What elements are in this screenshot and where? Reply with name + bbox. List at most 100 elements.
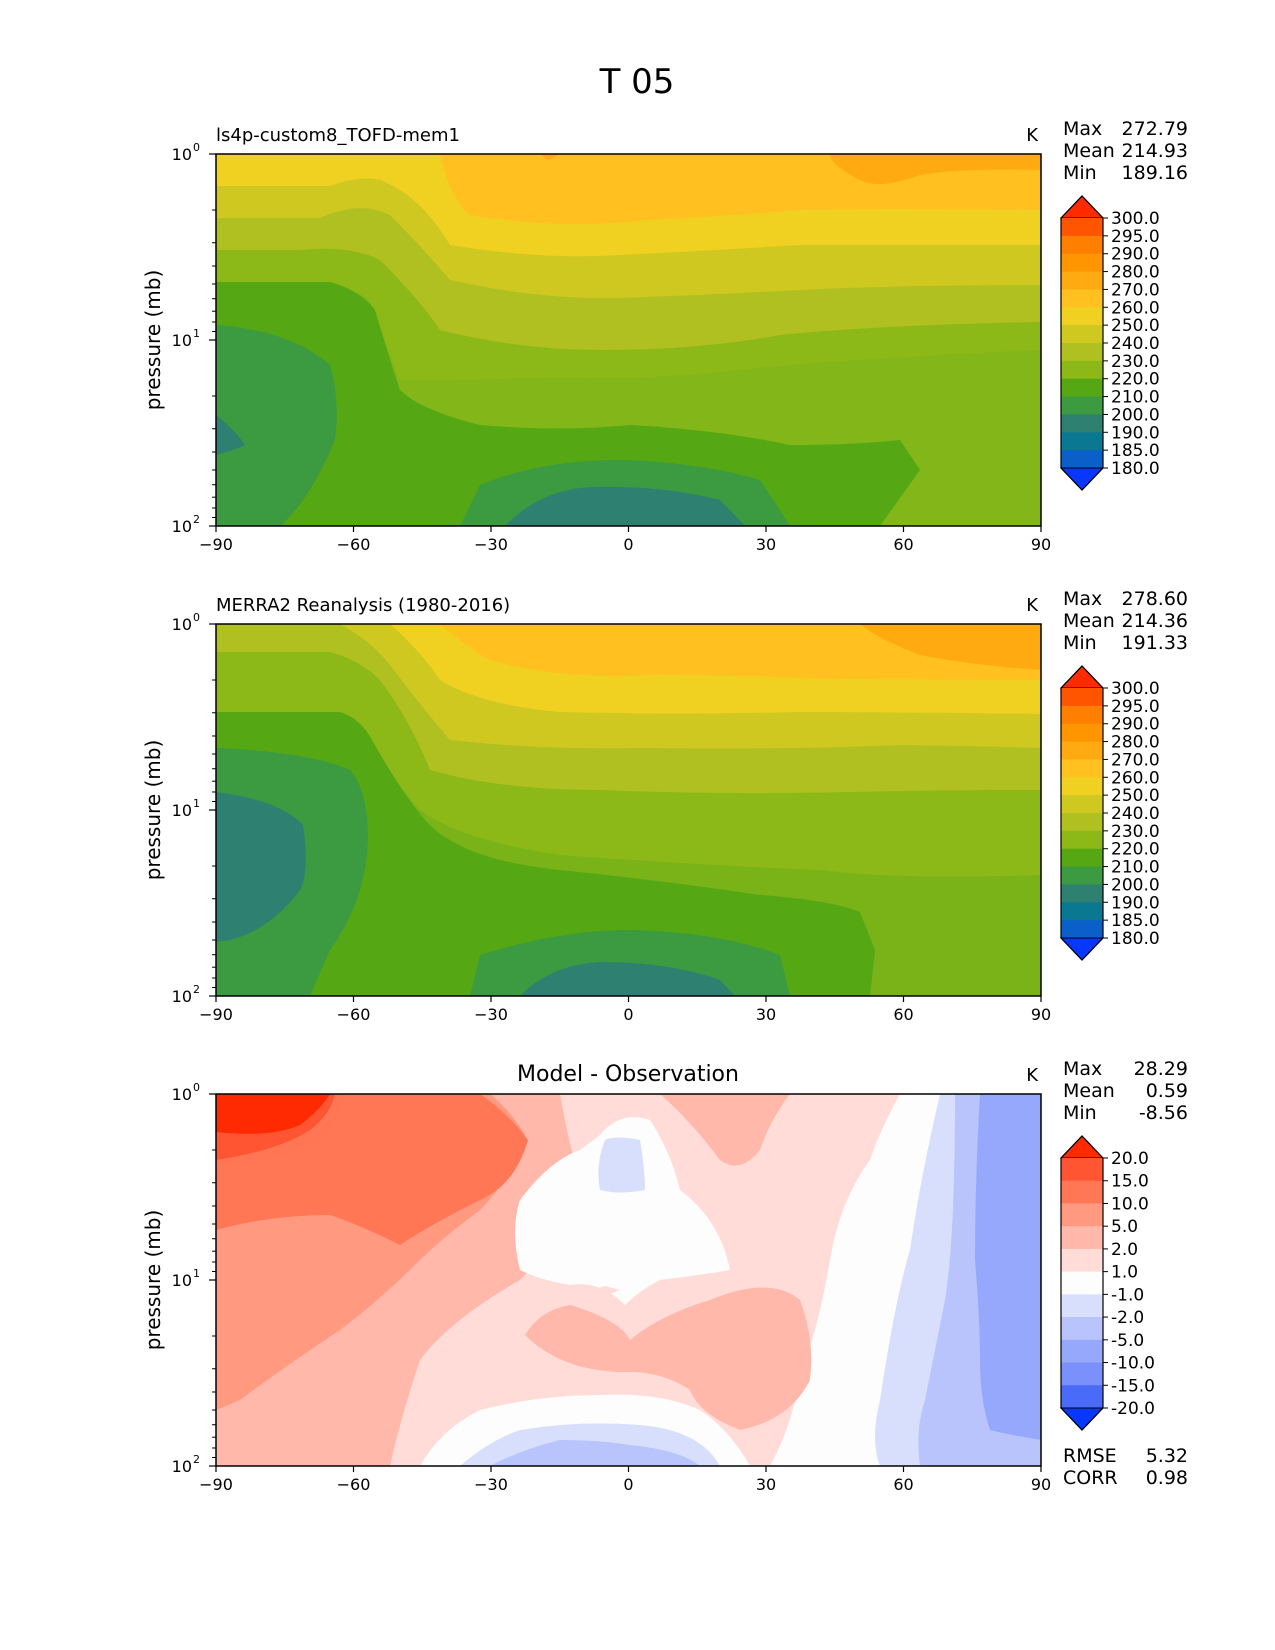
stat-label-mean: Mean: [1063, 140, 1115, 162]
colorbar-tick-label: 270.0: [1111, 750, 1160, 770]
colorbar-tick-label: 15.0: [1111, 1172, 1149, 1192]
colorbar-segment: [1061, 741, 1103, 760]
rmse-value: 5.32: [1146, 1445, 1188, 1467]
colorbar-segment: [1061, 688, 1103, 707]
y-axis-label: pressure (mb): [141, 740, 165, 881]
colorbar-segment: [1061, 343, 1103, 362]
panel-observation: MERRA2 Reanalysis (1980-2016) K pressure…: [141, 588, 1188, 1024]
colorbar-segment: [1061, 307, 1103, 326]
colorbar-tick-label: 190.0: [1111, 423, 1160, 443]
colorbar-tick-label: 1.0: [1111, 1263, 1138, 1283]
x-tick-label: −60: [337, 535, 371, 554]
colorbar-tick-label: -5.0: [1111, 1331, 1144, 1351]
colorbar-tick-label: 220.0: [1111, 370, 1160, 390]
x-tick-label: 60: [893, 1005, 913, 1024]
x-tick-label: 90: [1031, 535, 1051, 554]
colorbar-tick-label: 280.0: [1111, 733, 1160, 753]
stat-value-mean: 214.36: [1122, 610, 1188, 632]
colorbar-tick-label: 200.0: [1111, 875, 1160, 895]
stat-value-min: 189.16: [1122, 162, 1188, 184]
colorbar-segment: [1061, 1271, 1103, 1295]
colorbar-segment: [1061, 866, 1103, 885]
y-tick-exponent: 0: [193, 1081, 200, 1094]
colorbar-segment: [1061, 325, 1103, 344]
stat-label-mean: Mean: [1063, 610, 1115, 632]
colorbar-segment: [1061, 1248, 1103, 1273]
panel-title: MERRA2 Reanalysis (1980-2016): [216, 595, 510, 616]
corr-label: CORR: [1063, 1467, 1118, 1489]
x-tick-label: 30: [756, 535, 776, 554]
x-tick-label: 90: [1031, 1005, 1051, 1024]
colorbar: 300.0295.0290.0280.0270.0260.0250.0240.0…: [1059, 665, 1160, 961]
stat-label-min: Min: [1063, 1102, 1097, 1124]
contour-fill-difference: [216, 1094, 1041, 1466]
y-axis-label: pressure (mb): [141, 270, 165, 411]
colorbar-segment: [1061, 1317, 1103, 1341]
panel-title: Model - Observation: [517, 1062, 739, 1087]
x-axis: −90 −60 −30 0 30 60 90: [199, 996, 1051, 1024]
colorbar-tick-label: 300.0: [1111, 209, 1160, 229]
colorbar-segment: [1061, 396, 1103, 415]
colorbar-segment: [1061, 432, 1103, 451]
colorbar-extend-min: [1059, 1407, 1105, 1431]
x-tick-label: 30: [756, 1005, 776, 1024]
colorbar-tick-label: 210.0: [1111, 388, 1160, 408]
colorbar-tick-label: 300.0: [1111, 679, 1160, 699]
colorbar-segment: [1061, 253, 1103, 273]
colorbar-extend-max: [1059, 665, 1105, 689]
y-tick-label: 10: [172, 331, 192, 350]
stat-label-max: Max: [1063, 588, 1102, 610]
colorbar-segment: [1061, 289, 1103, 308]
units-label: K: [1026, 125, 1039, 146]
y-tick-label: 10: [172, 615, 192, 634]
x-tick-label: −60: [337, 1005, 371, 1024]
colorbar-segment: [1061, 920, 1103, 939]
colorbar-extend-max: [1059, 1135, 1105, 1159]
y-tick-exponent: 2: [193, 983, 200, 996]
stat-label-max: Max: [1063, 118, 1102, 140]
y-tick-exponent: 1: [193, 1267, 200, 1280]
stat-value-max: 278.60: [1122, 588, 1188, 610]
colorbar-tick-label: 295.0: [1111, 697, 1160, 717]
x-tick-label: −60: [337, 1475, 371, 1494]
y-tick-label: 10: [172, 1085, 192, 1104]
panel-model: ls4p-custom8_TOFD-mem1 K pressure (mb) −…: [141, 118, 1188, 554]
colorbar-segment: [1061, 795, 1103, 814]
y-tick-exponent: 0: [193, 141, 200, 154]
x-axis: −90 −60 −30 0 30 60 90: [199, 526, 1051, 554]
colorbar: 300.0295.0290.0280.0270.0260.0250.0240.0…: [1059, 195, 1160, 491]
colorbar-segment: [1061, 902, 1103, 921]
x-tick-label: 0: [623, 1005, 633, 1024]
colorbar-segment: [1061, 378, 1103, 398]
x-tick-label: −90: [199, 1005, 233, 1024]
colorbar-extend-min: [1059, 937, 1105, 961]
panel-title: ls4p-custom8_TOFD-mem1: [216, 125, 460, 146]
x-tick-label: 60: [893, 535, 913, 554]
colorbar-segment: [1061, 1158, 1103, 1182]
colorbar-segment: [1061, 218, 1103, 237]
stat-value-max: 272.79: [1122, 118, 1188, 140]
colorbar-segment: [1061, 884, 1103, 903]
colorbar-tick-label: -2.0: [1111, 1308, 1144, 1328]
error-stats-block: RMSE 5.32 CORR 0.98: [1063, 1445, 1188, 1489]
colorbar-tick-label: 230.0: [1111, 352, 1160, 372]
colorbar-tick-label: 240.0: [1111, 334, 1160, 354]
colorbar-tick-label: 260.0: [1111, 298, 1160, 318]
y-tick-exponent: 0: [193, 611, 200, 624]
stat-value-mean: 0.59: [1146, 1080, 1188, 1102]
colorbar-tick-label: 20.0: [1111, 1149, 1149, 1169]
stat-label-min: Min: [1063, 632, 1097, 654]
colorbar-tick-label: 185.0: [1111, 441, 1160, 461]
colorbar-segment: [1061, 830, 1103, 850]
colorbar-tick-label: 280.0: [1111, 263, 1160, 283]
contour-fill-model: [216, 154, 1041, 526]
colorbar-tick-label: 290.0: [1111, 715, 1160, 735]
colorbar-segment: [1061, 723, 1103, 743]
y-tick-label: 10: [172, 1457, 192, 1476]
colorbar-tick-label: 290.0: [1111, 245, 1160, 265]
colorbar-tick-label: -15.0: [1111, 1376, 1155, 1396]
